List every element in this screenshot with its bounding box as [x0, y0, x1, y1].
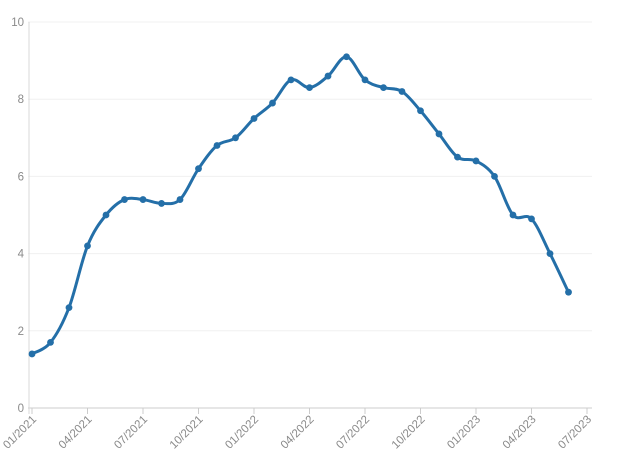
data-point-marker [213, 142, 221, 149]
data-point-marker [509, 211, 517, 219]
data-point-marker [195, 165, 202, 173]
data-point-marker [454, 153, 461, 161]
data-point-marker [287, 76, 295, 84]
data-point-marker [491, 173, 498, 180]
data-point-marker [47, 338, 54, 346]
y-axis-tick-label: 0 [18, 403, 24, 415]
data-point-marker [380, 84, 387, 92]
data-point-marker [158, 200, 165, 207]
data-point-marker [435, 130, 443, 138]
data-point-marker [472, 157, 480, 165]
y-axis-tick-label: 6 [18, 171, 24, 183]
data-point-marker [546, 250, 554, 257]
data-point-marker [417, 107, 424, 115]
y-axis-tick-label: 2 [18, 326, 24, 338]
data-point-marker [121, 196, 128, 203]
data-point-marker [306, 84, 313, 92]
y-axis-tick-label: 8 [18, 94, 24, 106]
data-point-marker [398, 88, 406, 95]
y-axis-tick-label: 10 [11, 17, 24, 29]
data-point-marker [102, 211, 110, 219]
data-point-marker [269, 99, 276, 107]
data-point-marker [84, 242, 91, 250]
data-point-marker [232, 134, 239, 142]
data-point-marker [28, 350, 36, 358]
data-point-marker [361, 76, 369, 84]
data-point-marker [250, 115, 258, 122]
data-point-marker [528, 215, 535, 223]
data-point-marker [65, 304, 73, 312]
data-point-marker [176, 196, 184, 203]
data-point-marker [324, 72, 332, 80]
data-point-marker [565, 288, 572, 296]
y-axis-tick-label: 4 [18, 249, 25, 261]
data-point-marker [343, 53, 350, 61]
data-point-marker [139, 196, 147, 203]
